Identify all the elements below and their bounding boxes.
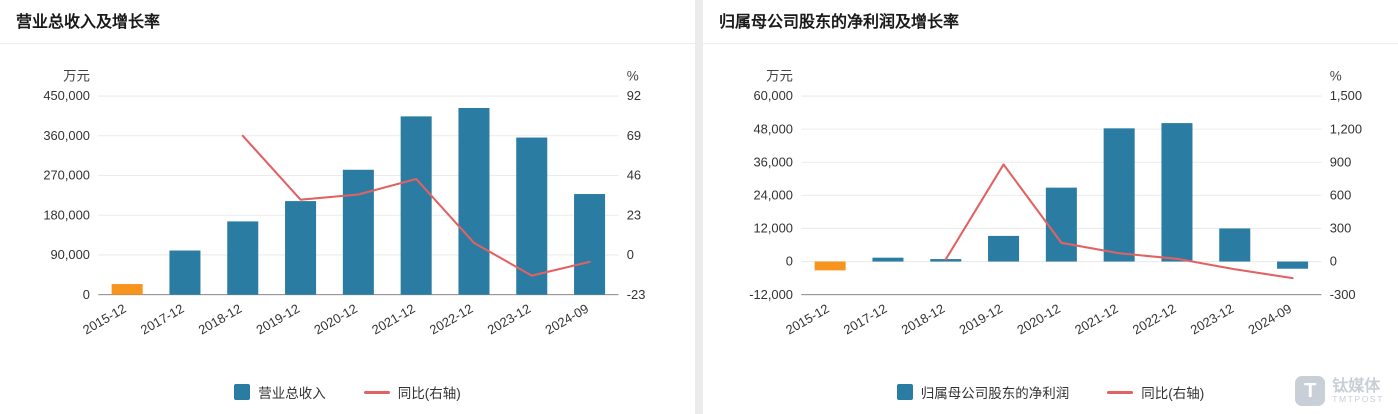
svg-text:12,000: 12,000: [753, 221, 792, 236]
svg-text:450,000: 450,000: [43, 88, 90, 103]
legend-label-net-profit-yoy: 同比(右轴): [1141, 386, 1205, 401]
svg-text:-300: -300: [1330, 287, 1356, 302]
revenue-chart-canvas[interactable]: 0 90,000 180,000 270,000 360,000 450,000 -23 0 2…: [0, 44, 695, 380]
svg-text:180,000: 180,000: [43, 208, 90, 223]
svg-text:2018-12: 2018-12: [899, 301, 948, 338]
svg-text:2024-09: 2024-09: [543, 301, 592, 338]
svg-text:%: %: [1330, 69, 1342, 84]
tmtpost-watermark-text: 钛媒体 TMTPOST: [1332, 378, 1384, 405]
svg-text:2024-09: 2024-09: [1246, 301, 1295, 338]
svg-text:-12,000: -12,000: [749, 287, 793, 302]
legend-label-revenue: 营业总收入: [258, 386, 326, 401]
svg-text:92: 92: [627, 88, 641, 103]
svg-text:%: %: [627, 69, 639, 84]
legend-item-net-profit-bar[interactable]: 归属母公司股东的净利润: [896, 382, 1070, 402]
svg-text:1,200: 1,200: [1330, 121, 1362, 136]
svg-text:-23: -23: [627, 287, 646, 302]
svg-text:0: 0: [83, 287, 90, 302]
svg-text:2023-12: 2023-12: [1188, 301, 1237, 338]
svg-text:60,000: 60,000: [753, 88, 792, 103]
svg-text:万元: 万元: [766, 69, 793, 84]
svg-text:600: 600: [1330, 188, 1352, 203]
svg-text:2015-12: 2015-12: [783, 301, 832, 338]
legend-item-revenue-bar[interactable]: 营业总收入: [234, 382, 326, 402]
svg-text:48,000: 48,000: [753, 121, 792, 136]
svg-text:90,000: 90,000: [50, 247, 89, 262]
svg-text:0: 0: [786, 254, 793, 269]
svg-text:69: 69: [627, 128, 641, 143]
svg-text:23: 23: [627, 208, 641, 223]
svg-text:900: 900: [1330, 155, 1352, 170]
tmtpost-watermark-en: TMTPOST: [1332, 394, 1384, 405]
tmtpost-watermark-cn: 钛媒体: [1332, 377, 1381, 395]
svg-text:万元: 万元: [63, 69, 90, 84]
svg-text:0: 0: [627, 247, 634, 262]
svg-text:2023-12: 2023-12: [485, 301, 534, 338]
svg-text:2017-12: 2017-12: [138, 301, 187, 338]
svg-text:360,000: 360,000: [43, 128, 90, 143]
net-profit-chart-title: 归属母公司股东的净利润及增长率: [703, 0, 1398, 45]
svg-text:2017-12: 2017-12: [841, 301, 890, 338]
legend-label-revenue-yoy: 同比(右轴): [397, 386, 461, 401]
svg-text:2021-12: 2021-12: [369, 301, 418, 338]
svg-text:270,000: 270,000: [43, 168, 90, 183]
svg-text:2022-12: 2022-12: [427, 301, 476, 338]
svg-text:2019-12: 2019-12: [957, 301, 1006, 338]
line-swatch-icon: [363, 390, 390, 394]
net-profit-chart-panel: 归属母公司股东的净利润及增长率 -12,000 0 12,000 24,000 36,0…: [703, 0, 1398, 414]
tmtpost-watermark: T 钛媒体 TMTPOST: [1295, 376, 1384, 406]
svg-text:24,000: 24,000: [753, 188, 792, 203]
legend-label-net-profit: 归属母公司股东的净利润: [920, 386, 1070, 401]
line-swatch-icon: [1107, 390, 1134, 394]
svg-text:2019-12: 2019-12: [254, 301, 303, 338]
svg-text:2015-12: 2015-12: [80, 301, 129, 338]
svg-text:0: 0: [1330, 254, 1337, 269]
revenue-chart-panel: 营业总收入及增长率 0 90,000 180,000 270,000 360,000 45…: [0, 0, 695, 414]
net-profit-chart-canvas[interactable]: -12,000 0 12,000 24,000 36,000 48,000 60,000 -3…: [703, 44, 1398, 380]
revenue-chart-title: 营业总收入及增长率: [0, 0, 695, 45]
svg-text:2020-12: 2020-12: [311, 301, 360, 338]
svg-text:2018-12: 2018-12: [196, 301, 245, 338]
svg-text:1,500: 1,500: [1330, 88, 1362, 103]
svg-text:36,000: 36,000: [753, 155, 792, 170]
legend-item-revenue-yoy-line[interactable]: 同比(右轴): [363, 382, 461, 402]
bar-swatch-icon: [234, 384, 251, 400]
bar-swatch-icon: [896, 384, 913, 400]
legend-item-net-profit-yoy-line[interactable]: 同比(右轴): [1107, 382, 1204, 402]
net-profit-chart-legend: 归属母公司股东的净利润 同比(右轴): [703, 380, 1398, 414]
svg-text:2020-12: 2020-12: [1014, 301, 1063, 338]
svg-text:300: 300: [1330, 221, 1352, 236]
svg-text:46: 46: [627, 168, 641, 183]
svg-text:2022-12: 2022-12: [1130, 301, 1179, 338]
tmtpost-logo-icon: T: [1295, 376, 1326, 406]
revenue-chart-legend: 营业总收入 同比(右轴): [0, 380, 695, 414]
svg-text:2021-12: 2021-12: [1072, 301, 1121, 338]
